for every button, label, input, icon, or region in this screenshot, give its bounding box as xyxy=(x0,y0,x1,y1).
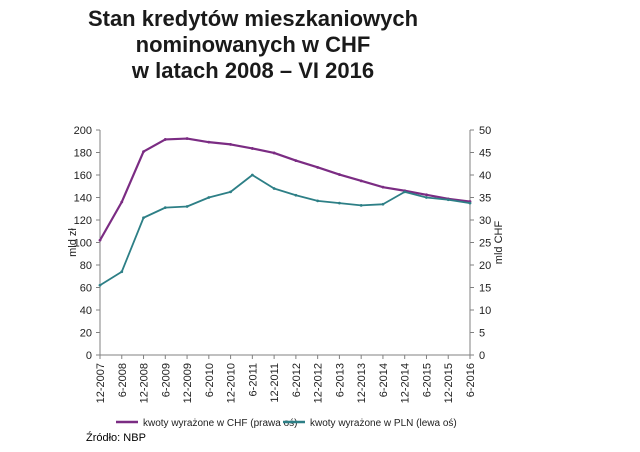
data-point-pln xyxy=(468,201,472,205)
data-point-chf xyxy=(272,151,276,155)
data-point-pln xyxy=(98,283,102,287)
data-point-chf xyxy=(338,173,341,176)
x-tick-label: 6-2010 xyxy=(204,363,216,397)
data-point-pln xyxy=(229,190,232,194)
data-point-pln xyxy=(359,203,363,207)
data-point-pln xyxy=(403,190,407,194)
y-tick-label-left: 80 xyxy=(80,260,92,272)
data-point-chf xyxy=(229,143,232,146)
y-tick-label-left: 20 xyxy=(80,328,92,340)
data-point-chf xyxy=(120,200,124,204)
y-tick-label-right: 0 xyxy=(479,350,485,362)
legend-label-chf: kwoty wyrażone w CHF (prawa oś) xyxy=(143,418,297,429)
x-tick-label: 12-2011 xyxy=(269,363,281,403)
data-point-pln xyxy=(142,216,145,220)
series-line-pln xyxy=(99,174,471,287)
data-point-chf xyxy=(185,137,189,140)
chart-title-line-2: nominowanych w CHF xyxy=(135,32,371,57)
data-point-chf xyxy=(381,185,385,189)
y-tick-label-right: 20 xyxy=(479,260,491,272)
x-tick-label: 6-2012 xyxy=(291,363,303,397)
y-tick-label-right: 45 xyxy=(479,148,491,160)
y-tick-label-left: 0 xyxy=(86,350,92,362)
data-point-chf xyxy=(207,140,211,144)
data-point-chf xyxy=(142,150,145,154)
y-tick-label-left: 180 xyxy=(74,148,92,160)
y-tick-label-right: 10 xyxy=(479,305,491,317)
data-point-pln xyxy=(446,198,450,202)
data-point-pln xyxy=(338,201,341,205)
data-point-pln xyxy=(163,206,167,210)
x-tick-label: 6-2014 xyxy=(378,363,390,397)
series-line-chf xyxy=(99,137,471,241)
y-tick-label-left: 160 xyxy=(74,170,92,182)
data-point-pln xyxy=(316,199,320,203)
x-tick-label: 6-2008 xyxy=(117,363,129,397)
y-axis-title-right: mld CHF xyxy=(493,221,505,265)
y-axis-title-left: mld zł xyxy=(67,228,79,257)
y-tick-label-right: 50 xyxy=(479,125,491,137)
data-point-chf xyxy=(316,165,320,169)
x-tick-label: 12-2012 xyxy=(313,363,325,403)
y-tick-label-left: 60 xyxy=(80,283,92,295)
data-point-pln xyxy=(185,205,189,208)
x-tick-label: 6-2015 xyxy=(421,363,433,397)
data-point-pln xyxy=(272,187,276,190)
x-tick-label: 12-2014 xyxy=(400,363,412,403)
x-tick-label: 6-2013 xyxy=(334,363,346,397)
y-tick-label-right: 30 xyxy=(479,215,491,227)
data-point-pln xyxy=(207,196,211,199)
data-point-pln xyxy=(120,270,124,274)
data-point-chf xyxy=(294,159,298,163)
data-point-chf xyxy=(359,179,363,183)
data-point-chf xyxy=(98,238,102,242)
y-tick-label-left: 140 xyxy=(74,193,92,205)
x-tick-label: 12-2015 xyxy=(443,363,455,403)
data-point-pln xyxy=(381,202,385,206)
x-tick-label: 12-2009 xyxy=(182,363,194,403)
chart-title-line-3: w latach 2008 – VI 2016 xyxy=(131,58,375,83)
y-tick-label-left: 200 xyxy=(74,125,92,137)
x-tick-label: 6-2016 xyxy=(465,363,477,397)
x-tick-label: 12-2007 xyxy=(95,363,107,403)
y-tick-label-right: 25 xyxy=(479,238,491,250)
source-note: Źródło: NBP xyxy=(86,432,146,444)
data-point-pln xyxy=(294,193,298,197)
legend-label-pln: kwoty wyrażone w PLN (lewa oś) xyxy=(310,418,457,429)
x-tick-label: 12-2013 xyxy=(356,363,368,403)
chart-title: Stan kredytów mieszkaniowych nominowanyc… xyxy=(0,6,506,84)
y-tick-label-right: 35 xyxy=(479,193,491,205)
x-tick-label: 12-2010 xyxy=(226,363,238,403)
data-point-chf xyxy=(425,193,428,197)
y-tick-label-left: 120 xyxy=(74,215,92,227)
y-tick-label-left: 40 xyxy=(80,305,92,317)
y-tick-label-right: 15 xyxy=(479,283,491,295)
data-point-chf xyxy=(163,138,167,141)
x-tick-label: 12-2008 xyxy=(139,363,151,403)
y-tick-label-right: 40 xyxy=(479,170,491,182)
y-tick-label-left: 100 xyxy=(74,238,92,250)
y-tick-label-right: 5 xyxy=(479,328,485,340)
data-point-chf xyxy=(250,147,254,150)
data-point-pln xyxy=(250,173,254,177)
data-point-pln xyxy=(425,196,428,199)
x-tick-label: 6-2011 xyxy=(247,363,259,396)
chart-title-line-1: Stan kredytów mieszkaniowych xyxy=(87,6,419,31)
x-tick-label: 6-2009 xyxy=(160,363,172,397)
